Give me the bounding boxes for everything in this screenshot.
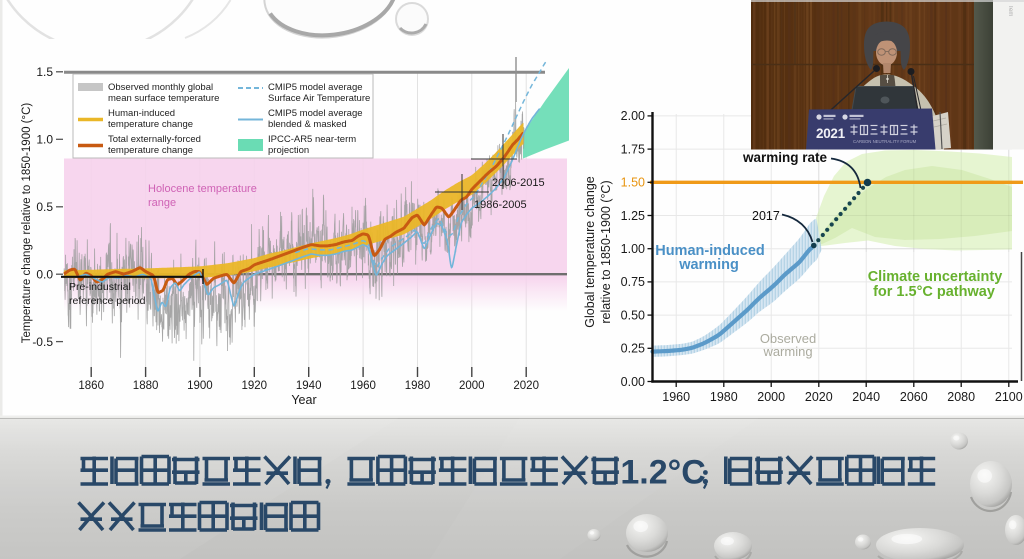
- svg-text:CMIP5 model average: CMIP5 model average: [268, 108, 363, 119]
- svg-text:warming: warming: [678, 257, 739, 273]
- svg-text:CMIP5 model average: CMIP5 model average: [268, 82, 363, 93]
- svg-text:1940: 1940: [296, 380, 322, 392]
- svg-text:temperature change: temperature change: [108, 145, 193, 156]
- svg-text:2000: 2000: [757, 390, 785, 404]
- svg-text:0.5: 0.5: [36, 200, 53, 214]
- svg-text:1.5: 1.5: [36, 65, 53, 79]
- svg-text:1880: 1880: [133, 380, 159, 392]
- svg-text:warming rate: warming rate: [742, 150, 828, 165]
- svg-text:projection: projection: [268, 145, 309, 156]
- svg-text:2000: 2000: [459, 380, 485, 392]
- svg-text:0.00: 0.00: [621, 375, 645, 389]
- svg-text:1980: 1980: [710, 390, 738, 404]
- svg-text:2017: 2017: [752, 209, 780, 223]
- svg-text:0.75: 0.75: [621, 275, 645, 289]
- svg-text:0.0: 0.0: [36, 267, 53, 281]
- svg-text:2040: 2040: [852, 390, 880, 404]
- svg-text:2020: 2020: [513, 380, 539, 392]
- svg-text:1986-2005: 1986-2005: [474, 199, 527, 211]
- svg-text:Year: Year: [291, 393, 316, 407]
- svg-text:warming: warming: [762, 344, 812, 359]
- svg-text:Tem: Tem: [1007, 5, 1013, 16]
- svg-text:temperature change: temperature change: [108, 119, 193, 130]
- svg-text:2020: 2020: [805, 390, 833, 404]
- svg-text:2100: 2100: [995, 390, 1023, 404]
- svg-text:1920: 1920: [242, 380, 268, 392]
- svg-text:1.00: 1.00: [621, 242, 645, 256]
- svg-text:Holocene temperature: Holocene temperature: [148, 183, 257, 195]
- svg-text:1860: 1860: [78, 380, 104, 392]
- svg-text:2060: 2060: [900, 390, 928, 404]
- svg-text:Surface Air Temperature: Surface Air Temperature: [268, 93, 370, 104]
- svg-text:-0.5: -0.5: [32, 335, 53, 349]
- svg-text:Temperature change relative to: Temperature change relative to 1850-1900…: [21, 103, 33, 344]
- svg-text:reference period: reference period: [69, 295, 146, 307]
- svg-text:1.25: 1.25: [621, 209, 645, 223]
- svg-text:Global temperature change: Global temperature change: [583, 176, 597, 328]
- svg-text:1960: 1960: [662, 390, 690, 404]
- svg-text:1.0: 1.0: [36, 133, 53, 147]
- svg-text:for 1.5°C pathway: for 1.5°C pathway: [873, 284, 995, 300]
- svg-text:1960: 1960: [350, 380, 376, 392]
- svg-text:2080: 2080: [947, 390, 975, 404]
- svg-text:0.25: 0.25: [621, 342, 645, 356]
- svg-text:range: range: [148, 197, 176, 209]
- svg-text:Pre-industrial: Pre-industrial: [69, 281, 131, 293]
- svg-text:1980: 1980: [405, 380, 431, 392]
- svg-text:relative to 1850-1900 (°C): relative to 1850-1900 (°C): [599, 180, 613, 323]
- svg-text:blended & masked: blended & masked: [268, 119, 347, 130]
- svg-text:1.50: 1.50: [621, 176, 645, 190]
- svg-text:Human-induced: Human-induced: [108, 108, 175, 119]
- svg-text:2.00: 2.00: [621, 109, 645, 123]
- svg-text:CARBON NEUTRALITY FORUM: CARBON NEUTRALITY FORUM: [853, 139, 917, 144]
- svg-text:Observed monthly global: Observed monthly global: [108, 82, 213, 93]
- svg-text:2006-2015: 2006-2015: [492, 177, 545, 189]
- svg-text:0.50: 0.50: [621, 308, 645, 322]
- svg-text:Observed: Observed: [760, 331, 816, 346]
- svg-text:1900: 1900: [187, 380, 213, 392]
- svg-text:IPCC-AR5 near-term: IPCC-AR5 near-term: [268, 134, 356, 145]
- svg-text:Climate uncertainty: Climate uncertainty: [868, 269, 1003, 285]
- svg-text:1.75: 1.75: [621, 142, 645, 156]
- svg-text:Human-induced: Human-induced: [655, 243, 765, 259]
- svg-text:Total externally-forced: Total externally-forced: [108, 134, 201, 145]
- svg-text:1.2°C: 1.2°C: [620, 454, 705, 492]
- svg-text:mean surface temperature: mean surface temperature: [108, 93, 219, 104]
- svg-text:2021: 2021: [816, 126, 846, 141]
